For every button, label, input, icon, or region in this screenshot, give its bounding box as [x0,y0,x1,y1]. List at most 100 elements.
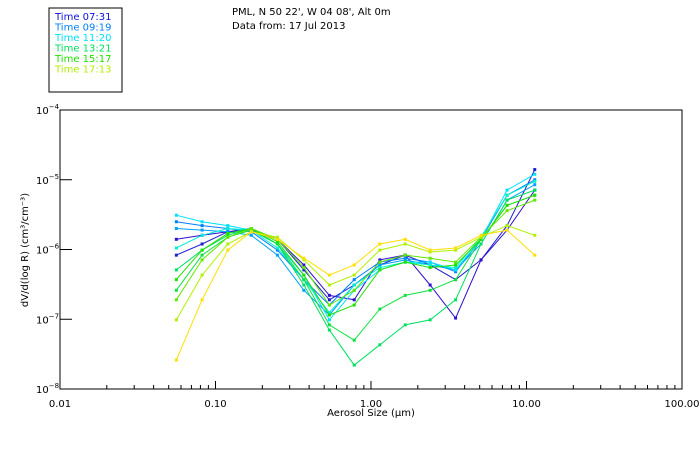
y-tick-base: 10 [36,176,49,187]
data-point [533,198,537,202]
data-point [505,188,509,192]
data-point [378,268,382,272]
y-tick-label: 10−4 [36,103,60,117]
data-point [327,303,331,307]
x-tick-label: 10.00 [512,399,541,410]
x-tick-label: 0.01 [49,399,71,410]
data-point [403,237,407,241]
y-tick-exponent: −6 [49,243,60,251]
data-point [327,273,331,277]
data-point [505,193,509,197]
data-point [302,256,306,260]
data-point [403,260,407,264]
data-point [327,293,331,297]
data-point [352,298,356,302]
data-point [378,248,382,252]
series-line [176,180,536,314]
x-tick-label: 1.00 [360,399,382,410]
data-point [454,270,458,274]
data-point [302,278,306,282]
data-point [454,260,458,264]
data-point [403,293,407,297]
data-point [302,273,306,277]
data-point [249,228,253,232]
data-point [249,227,253,231]
data-point [479,258,483,262]
y-tick-base: 10 [36,315,49,326]
x-tick-label: 100.00 [665,399,700,410]
data-point [174,268,178,272]
data-point [174,246,178,250]
data-point [200,220,204,224]
data-point [200,228,204,232]
y-tick-base: 10 [36,385,49,396]
data-point [352,288,356,292]
data-point [378,263,382,267]
data-point [454,316,458,320]
data-point [454,266,458,270]
series-line [175,194,535,341]
data-point [505,198,509,202]
series-07:31b [174,188,537,320]
data-point [174,318,178,322]
data-point [302,258,306,262]
data-point [327,310,331,314]
data-point [327,328,331,332]
data-point [505,224,509,228]
data-point [352,278,356,282]
data-point [275,240,279,244]
legend-entry: Time 09:19 [54,23,111,34]
y-tick-base: 10 [36,106,49,117]
data-point [200,248,204,252]
data-point [428,260,432,264]
data-point [200,298,204,302]
data-point [174,220,178,224]
data-point [533,168,537,172]
data-point [454,278,458,282]
data-point [174,278,178,282]
data-point [226,242,230,246]
data-point [174,288,178,292]
series-line [176,184,536,316]
data-point [327,323,331,327]
data-point [403,256,407,260]
data-point [275,253,279,257]
data-point [428,263,432,267]
data-point [428,288,432,292]
data-point [352,273,356,277]
data-point [275,242,279,246]
y-tick-exponent: −5 [49,173,59,181]
data-point [174,298,178,302]
data-point [302,283,306,287]
data-point [174,253,178,257]
data-point [454,246,458,250]
location-title: PML, N 50 22', W 04 08', Alt 0m [232,7,391,18]
data-point [174,237,178,241]
data-point [403,242,407,246]
data-point [403,258,407,262]
data-point [479,233,483,237]
data-point [200,253,204,257]
data-point [403,253,407,257]
data-point [249,230,253,234]
data-point [327,283,331,287]
data-point [533,253,537,257]
data-point [533,178,537,182]
y-tick-exponent: −4 [49,103,60,111]
data-point [226,235,230,239]
y-tick-exponent: −8 [49,382,59,390]
data-point [352,283,356,287]
data-point [378,307,382,311]
data-point [378,343,382,347]
data-point [428,266,432,270]
data-point [454,263,458,267]
data-point [174,227,178,231]
data-point [226,233,230,237]
y-tick-label: 10−7 [36,312,59,326]
y-tick-label: 10−5 [36,173,59,187]
data-point [505,203,509,207]
data-point [302,288,306,292]
data-point [428,250,432,254]
